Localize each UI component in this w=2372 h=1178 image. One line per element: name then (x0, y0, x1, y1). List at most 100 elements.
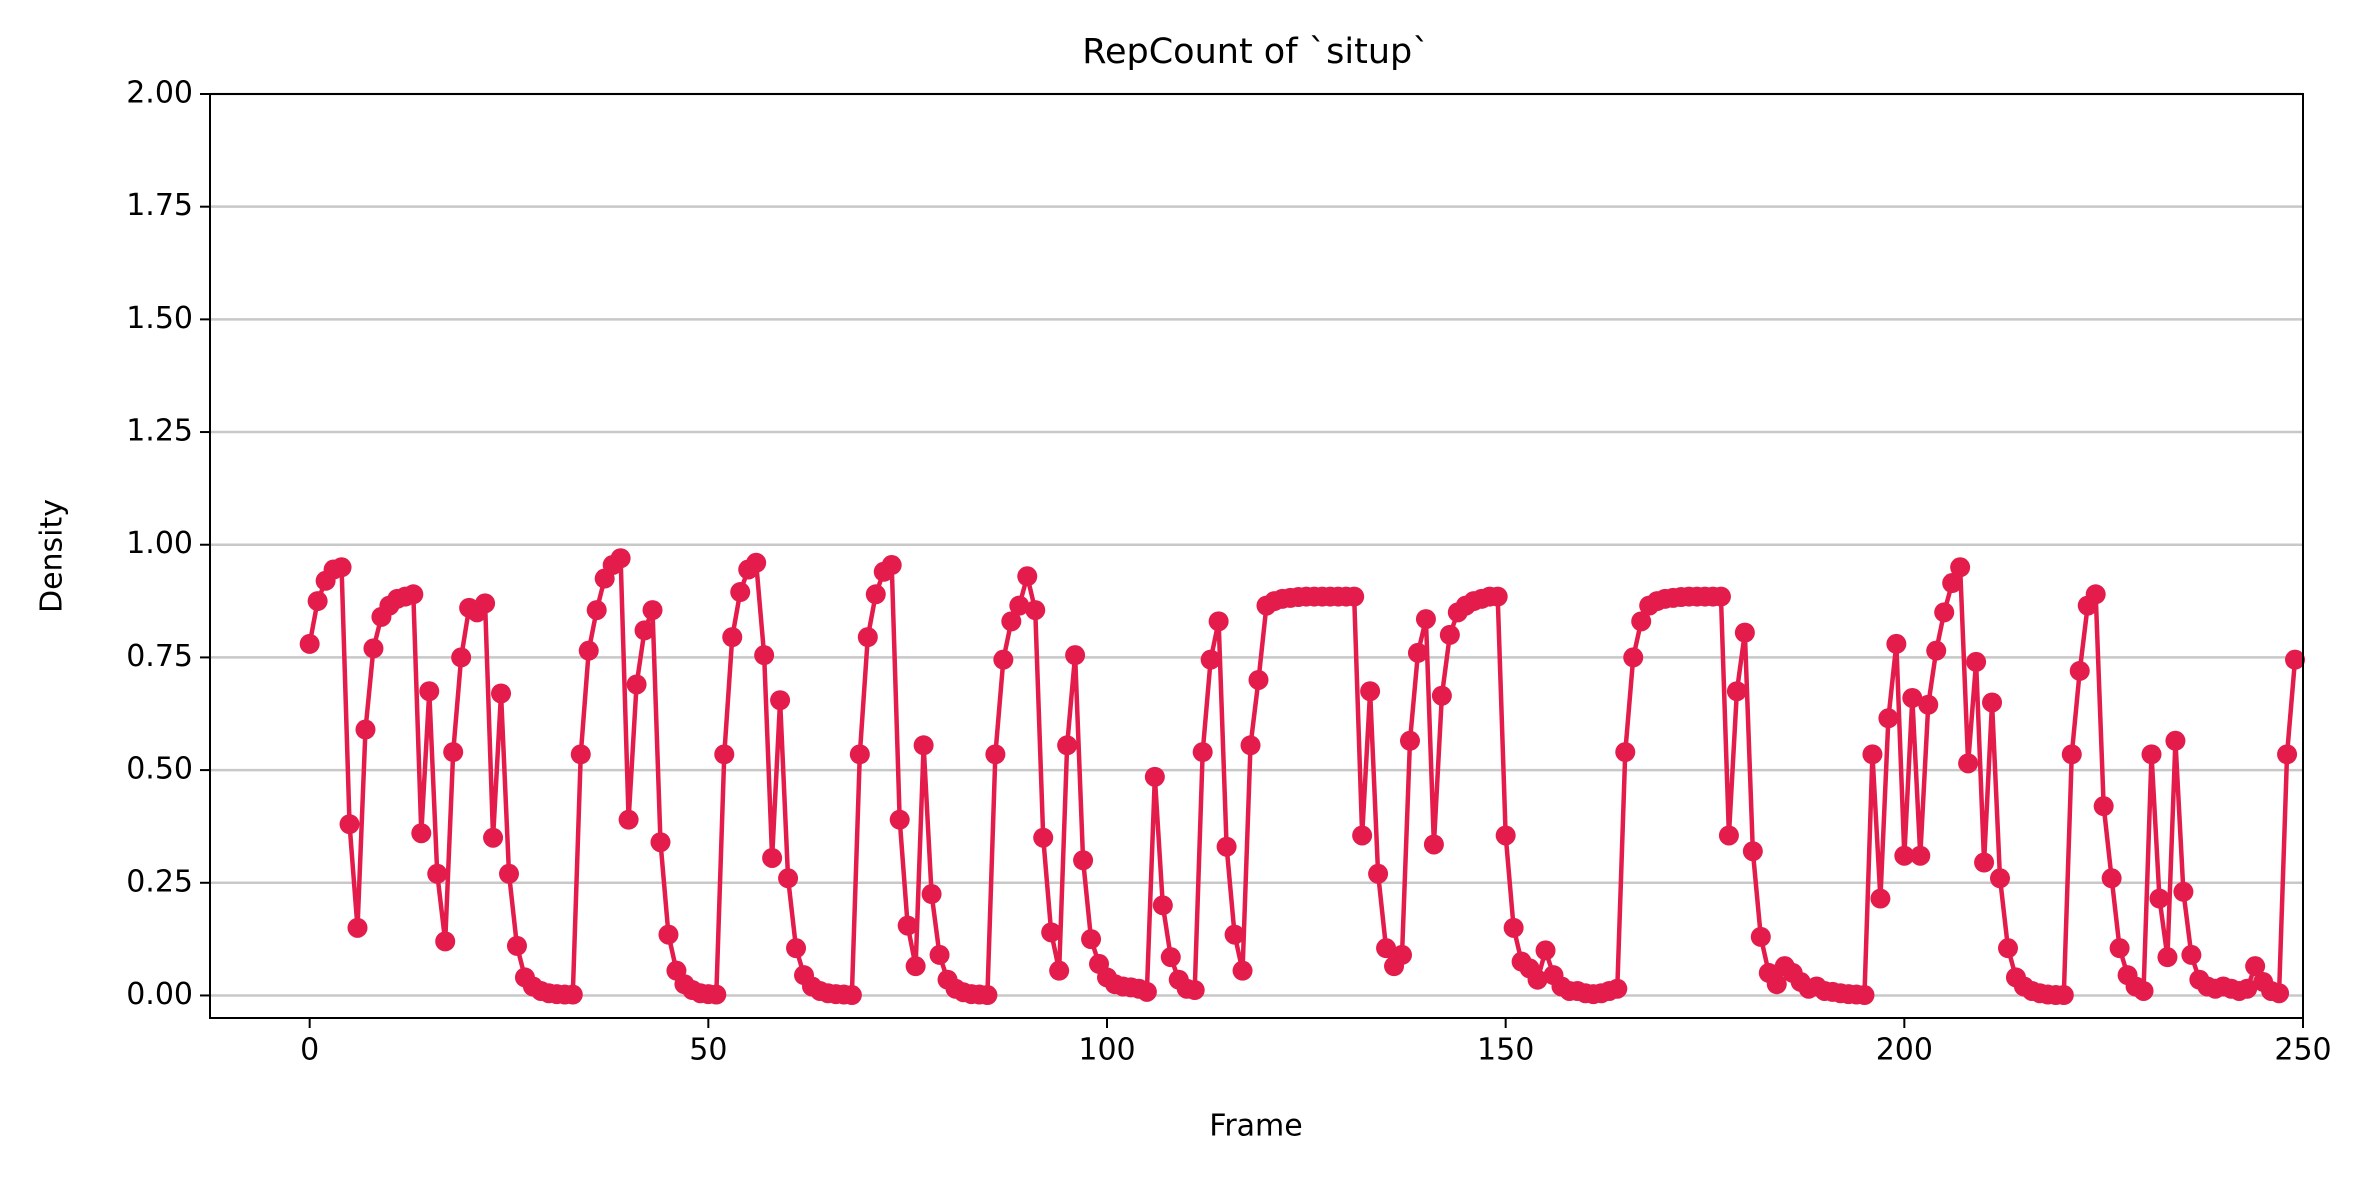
data-point (1240, 735, 1261, 756)
data-point (1623, 647, 1644, 668)
y-tick-label: 2.00 (126, 76, 193, 111)
data-point (2085, 584, 2106, 605)
x-tick-label: 0 (300, 1033, 319, 1068)
data-point (1065, 645, 1086, 666)
x-axis-label: Frame (1209, 1109, 1302, 1144)
data-point (475, 593, 496, 614)
data-point (2165, 730, 2186, 751)
data-point (1439, 624, 1460, 645)
y-tick-label: 1.25 (126, 414, 193, 449)
data-point (1742, 841, 1763, 862)
data-point (363, 638, 384, 659)
data-point (2093, 796, 2114, 817)
data-point (1041, 922, 1062, 943)
data-point (419, 681, 440, 702)
data-point (1894, 845, 1915, 866)
data-point (770, 690, 791, 711)
data-point (1535, 940, 1556, 961)
x-tick-label: 50 (689, 1033, 727, 1068)
data-point (403, 584, 424, 605)
data-point (1878, 708, 1899, 729)
data-point (2237, 978, 2258, 999)
data-point (1734, 622, 1755, 643)
data-point (307, 591, 328, 612)
data-point (1392, 944, 1413, 965)
data-point (506, 935, 527, 956)
data-point (722, 627, 743, 648)
data-point (929, 944, 950, 965)
data-point (778, 868, 799, 889)
data-point (746, 552, 767, 573)
data-point (2149, 888, 2170, 909)
data-point (610, 548, 631, 569)
data-point (1376, 938, 1397, 959)
data-point (1910, 845, 1931, 866)
data-point (2157, 947, 2178, 968)
data-point (865, 584, 886, 605)
data-point (1136, 981, 1157, 1002)
data-point (2277, 744, 2298, 765)
data-point (1360, 681, 1381, 702)
data-point (1495, 825, 1516, 846)
data-point (347, 917, 368, 938)
data-point (1718, 825, 1739, 846)
data-point (1926, 640, 1947, 661)
data-point (339, 814, 360, 835)
data-point (1001, 611, 1022, 632)
data-point (889, 809, 910, 830)
data-point (2173, 881, 2194, 902)
data-point (1200, 649, 1221, 670)
data-point (355, 719, 376, 740)
data-point (634, 620, 655, 641)
data-point (1862, 744, 1883, 765)
y-tick-label: 0.00 (126, 977, 193, 1012)
data-point (1958, 753, 1979, 774)
data-point (427, 863, 448, 884)
y-tick-label: 1.50 (126, 301, 193, 336)
chart-title: RepCount of `situp` (1082, 32, 1430, 72)
data-point (2245, 956, 2266, 977)
data-point (1902, 687, 1923, 708)
data-point (2101, 868, 2122, 889)
data-point (1216, 836, 1237, 857)
data-point (754, 645, 775, 666)
data-point (1766, 974, 1787, 995)
data-point (586, 600, 607, 621)
data-point (299, 633, 320, 654)
data-point (1407, 642, 1428, 663)
plot-frame (209, 93, 2304, 1019)
data-point (411, 823, 432, 844)
data-point (1886, 633, 1907, 654)
data-point (1224, 924, 1245, 945)
data-point (1997, 938, 2018, 959)
data-point (714, 744, 735, 765)
y-axis-label: Density (35, 499, 70, 613)
x-tick-label: 200 (1876, 1033, 1933, 1068)
data-point (1870, 888, 1891, 909)
data-point (1248, 669, 1269, 690)
data-point (1192, 742, 1213, 763)
data-point (1503, 917, 1524, 938)
data-point (443, 742, 464, 763)
data-point (1049, 960, 1070, 981)
data-point (626, 674, 647, 695)
data-line (307, 556, 2298, 998)
data-point (1152, 895, 1173, 916)
data-point (642, 600, 663, 621)
y-tick-label: 1.00 (126, 526, 193, 561)
data-point (1615, 742, 1636, 763)
data-point (730, 582, 751, 603)
data-point (1344, 586, 1365, 607)
data-point (1431, 685, 1452, 706)
data-point (1934, 602, 1955, 623)
data-point (1017, 566, 1038, 587)
data-point (1368, 863, 1389, 884)
data-point (451, 647, 472, 668)
data-point (2061, 744, 2082, 765)
data-point (905, 956, 926, 977)
data-point (1966, 651, 1987, 672)
data-point (1232, 960, 1253, 981)
data-point (762, 847, 783, 868)
data-point (1208, 611, 1229, 632)
